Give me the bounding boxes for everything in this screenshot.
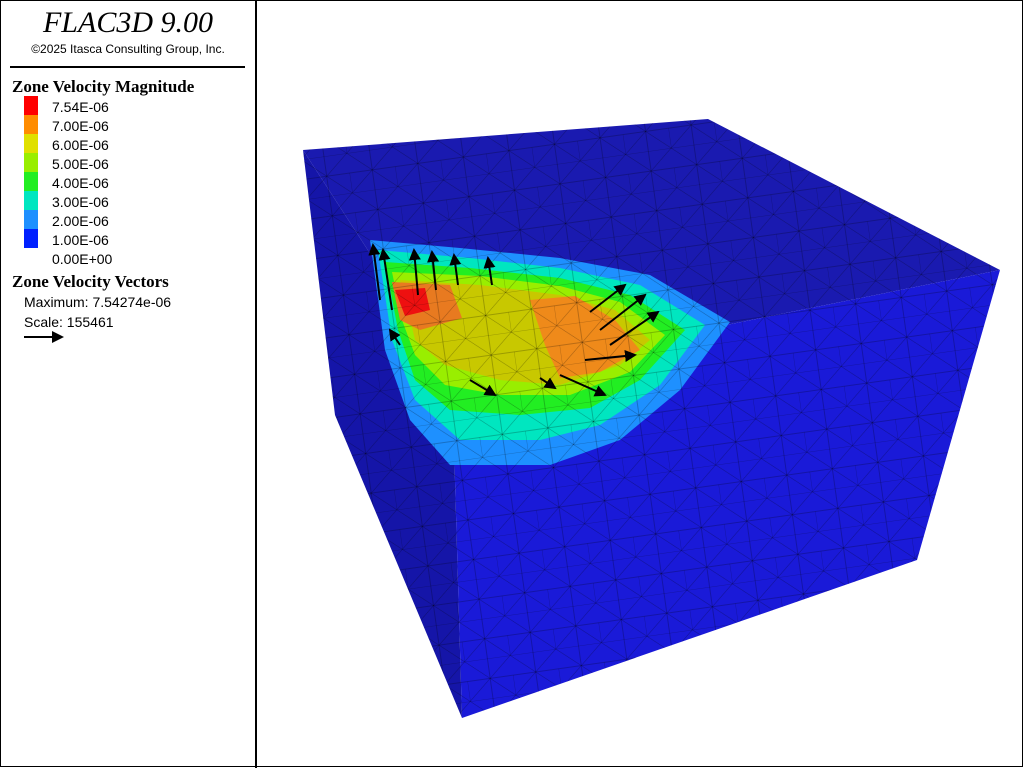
vector [469, 379, 497, 397]
vector [584, 350, 637, 362]
vector [378, 248, 393, 311]
contour-swatch [24, 229, 38, 248]
contour-label: 4.00E-06 [52, 175, 109, 191]
contour-label: 5.00E-06 [52, 156, 109, 172]
contour-title: Zone Velocity Magnitude [12, 77, 195, 96]
vector [388, 328, 401, 346]
vector [449, 253, 462, 286]
contour-label: 3.00E-06 [52, 194, 109, 210]
contour-legend: 7.54E-06 7.00E-06 6.00E-06 5.00E-06 4.00E-06… [24, 96, 113, 267]
vector [599, 293, 647, 331]
contour-swatch [24, 191, 38, 210]
vector [539, 377, 557, 390]
contour-swatch [24, 96, 38, 115]
model-view [303, 119, 1000, 718]
velocity-vectors [368, 243, 660, 397]
contour-label: 1.00E-06 [52, 232, 109, 248]
contour-label: 6.00E-06 [52, 137, 109, 153]
contour-label: 0.00E+00 [52, 251, 113, 267]
contour-swatch [24, 115, 38, 134]
vector [589, 283, 627, 313]
contour-label: 7.00E-06 [52, 118, 109, 134]
title: FLAC3D 9.00 [42, 6, 213, 39]
contour-swatch [24, 172, 38, 191]
vector [368, 243, 381, 301]
mesh [303, 119, 1000, 718]
vector-maximum: Maximum: 7.54274e-06 [24, 294, 171, 310]
vectors-title: Zone Velocity Vectors [12, 272, 169, 291]
contour-label: 2.00E-06 [52, 213, 109, 229]
contour-label: 7.54E-06 [52, 99, 109, 115]
vector [427, 250, 440, 291]
vector [483, 256, 496, 286]
copyright: ©2025 Itasca Consulting Group, Inc. [31, 42, 225, 56]
contour-swatch [24, 153, 38, 172]
contour-swatch [24, 210, 38, 229]
vector [609, 310, 660, 346]
vector [559, 374, 607, 397]
contour-swatch [24, 134, 38, 153]
vector-scale: Scale: 155461 [24, 314, 114, 330]
vector [408, 248, 421, 296]
